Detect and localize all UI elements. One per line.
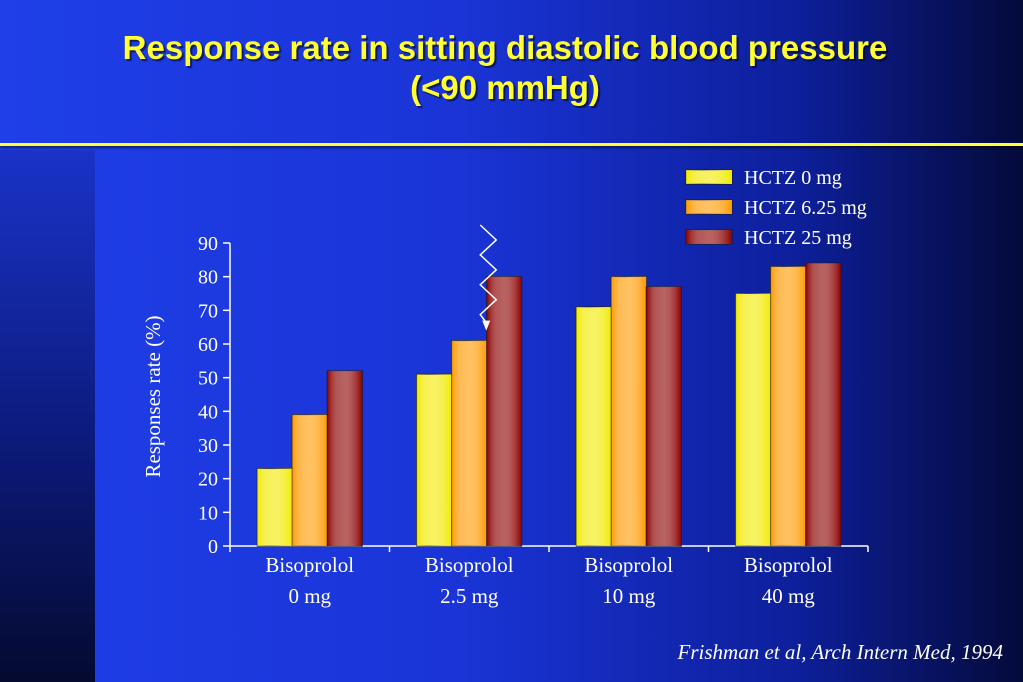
bar-highlight <box>292 414 328 546</box>
y-tick-label: 50 <box>198 368 218 390</box>
legend-label: HCTZ 0 mg <box>744 167 842 189</box>
x-tick-label: 0 mg <box>288 584 331 608</box>
left-gradient-band <box>0 150 95 682</box>
y-tick-label: 60 <box>198 334 218 356</box>
y-tick-label: 0 <box>208 536 218 558</box>
bar-highlight <box>805 263 841 546</box>
citation: Frishman et al, Arch Intern Med, 1994 <box>677 640 1003 664</box>
legend-swatch-highlight <box>686 170 732 184</box>
arrow-head <box>482 320 491 331</box>
y-tick-label: 20 <box>198 469 218 491</box>
bar-highlight <box>451 340 487 546</box>
slide-title: Response rate in sitting diastolic blood… <box>0 28 1010 108</box>
bar-highlight <box>257 468 293 546</box>
y-tick-label: 90 <box>198 233 218 255</box>
y-tick-label: 80 <box>198 267 218 289</box>
title-line-2: (<90 mmHg) <box>410 69 600 106</box>
bar-highlight <box>735 293 771 546</box>
chart-bars <box>256 262 842 547</box>
zigzag-arrow-line <box>479 224 498 324</box>
y-axis-title: Responses rate (%) <box>141 315 165 477</box>
x-tick-label: 40 mg <box>762 584 816 608</box>
chart-annotations <box>479 224 498 331</box>
bar-highlight <box>770 266 806 546</box>
bar-highlight <box>327 370 363 546</box>
legend-swatch-highlight <box>686 230 732 244</box>
bar-highlight <box>486 276 522 546</box>
y-tick-label: 40 <box>198 401 218 423</box>
legend-label: HCTZ 25 mg <box>744 227 852 249</box>
x-tick-label: 10 mg <box>602 584 656 608</box>
bar-highlight <box>416 374 452 546</box>
legend-label: HCTZ 6.25 mg <box>744 197 867 219</box>
chart-legend: HCTZ 0 mg HCTZ 6.25 mg HCTZ 25 mg <box>685 167 867 249</box>
y-tick-label: 10 <box>198 502 218 524</box>
x-tick-label: 2.5 mg <box>440 584 499 608</box>
x-tick-label: Bisoprolol <box>584 553 673 577</box>
bar-highlight <box>646 286 682 546</box>
y-tick-label: 30 <box>198 435 218 457</box>
x-tick-label: Bisoprolol <box>265 553 354 577</box>
x-tick-label: Bisoprolol <box>425 553 514 577</box>
title-divider <box>0 143 1023 146</box>
bar-highlight <box>611 276 647 546</box>
x-tick-label: Bisoprolol <box>744 553 833 577</box>
bar-highlight <box>576 306 612 546</box>
title-line-1: Response rate in sitting diastolic blood… <box>122 29 888 66</box>
y-tick-label: 70 <box>198 300 218 322</box>
legend-swatch-highlight <box>686 200 732 214</box>
